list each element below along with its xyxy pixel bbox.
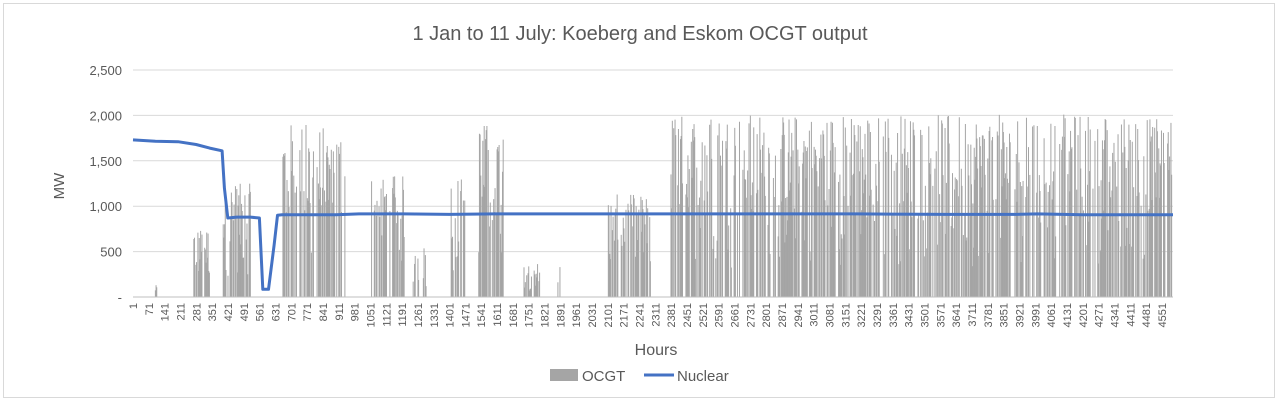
x-tick-label: 3291: [872, 303, 884, 327]
x-tick-label: 4201: [1078, 303, 1090, 327]
x-tick-label: 3641: [951, 303, 963, 327]
y-tick-label: -: [118, 290, 122, 305]
chart-title: 1 Jan to 11 July: Koeberg and Eskom OCGT…: [412, 23, 868, 45]
x-tick-label: 2801: [761, 303, 773, 327]
x-tick-label: 3011: [809, 303, 821, 327]
x-tick-label: 2101: [603, 303, 615, 327]
x-tick-label: 1681: [508, 303, 520, 327]
legend: OCGT Nuclear: [550, 368, 729, 385]
x-tick-label: 1891: [555, 303, 567, 327]
x-tick-label: 4411: [1125, 303, 1137, 327]
x-tick-label: 3431: [904, 303, 916, 327]
x-tick-label: 4061: [1046, 303, 1058, 327]
x-tick-label: 2941: [793, 303, 805, 327]
chart-frame: 1 Jan to 11 July: Koeberg and Eskom OCGT…: [3, 3, 1275, 398]
x-tick-label: 1541: [476, 303, 488, 327]
x-tick-label: 3081: [824, 303, 836, 327]
x-tick-label: 1471: [460, 303, 472, 327]
nuclear-line-group: [132, 138, 1173, 291]
y-tick-label: 2,500: [89, 63, 122, 78]
x-tick-label: 2381: [666, 303, 678, 327]
y-tick-label: 500: [100, 245, 122, 260]
x-tick-label: 1611: [492, 303, 504, 327]
x-tick-label: 1051: [365, 303, 377, 327]
x-tick-label: 2171: [619, 303, 631, 327]
x-tick-label: 3501: [919, 303, 931, 327]
x-tick-label: 1: [128, 303, 140, 309]
x-tick-label: 2241: [635, 303, 647, 327]
x-tick-label: 561: [255, 303, 267, 321]
legend-label-ocgt: OCGT: [582, 368, 625, 385]
legend-swatch-ocgt: [550, 369, 578, 381]
axes: - 500 1,000 1,500 2,000 2,500 1 71 141 211 281 351 4…: [89, 63, 1173, 327]
x-tick-label: 4341: [1109, 303, 1121, 327]
x-tick-label: 3361: [888, 303, 900, 327]
ocgt-bars: [154, 114, 1173, 297]
x-tick-label: 211: [175, 303, 187, 321]
x-tick-label: 701: [286, 303, 298, 321]
x-tick-label: 1961: [571, 303, 583, 327]
y-tick-label: 1,000: [89, 199, 122, 214]
x-tick-label: 4131: [1062, 303, 1074, 327]
x-tick-label: 911: [334, 303, 346, 321]
x-tick-label: 1121: [381, 303, 393, 327]
x-tick-label: 281: [191, 303, 203, 321]
x-tick-label: 3781: [983, 303, 995, 327]
x-tick-label: 2591: [714, 303, 726, 327]
x-tick-label: 841: [318, 303, 330, 321]
x-tick-label: 3151: [840, 303, 852, 327]
x-tick-label: 71: [144, 303, 156, 315]
x-tick-label: 1401: [445, 303, 457, 327]
x-tick-label: 2451: [682, 303, 694, 327]
x-axis-label: Hours: [635, 342, 678, 359]
x-tick-label: 421: [223, 303, 235, 321]
x-tick-label: 1191: [397, 303, 409, 327]
chart-svg: 1 Jan to 11 July: Koeberg and Eskom OCGT…: [51, 23, 1173, 385]
x-tick-label: 1261: [413, 303, 425, 327]
x-tick-label: 631: [270, 303, 282, 321]
x-tick-label: 2311: [650, 303, 662, 327]
x-tick-label: 491: [239, 303, 251, 321]
legend-label-nuclear: Nuclear: [677, 368, 729, 385]
x-tick-label: 3991: [1030, 303, 1042, 327]
x-tick-label: 2731: [745, 303, 757, 327]
x-tick-label: 4481: [1141, 303, 1153, 327]
x-tick-label: 141: [160, 303, 172, 321]
x-tick-label: 3711: [967, 303, 979, 327]
x-tick-label: 2661: [730, 303, 742, 327]
x-tick-label: 771: [302, 303, 314, 321]
x-tick-label: 4271: [1094, 303, 1106, 327]
x-tick-label: 3571: [935, 303, 947, 327]
x-tick-label: 981: [350, 303, 362, 321]
x-tick-label: 2521: [698, 303, 710, 327]
y-axis-label: MW: [51, 172, 68, 199]
x-tick-label: 2031: [587, 303, 599, 327]
x-tick-label: 4551: [1157, 303, 1169, 327]
x-tick-label: 2871: [777, 303, 789, 327]
y-tick-label: 1,500: [89, 154, 122, 169]
x-tick-label: 3221: [856, 303, 868, 327]
x-tick-label: 1331: [429, 303, 441, 327]
x-tick-label: 3921: [1014, 303, 1026, 327]
y-tick-label: 2,000: [89, 108, 122, 123]
x-tick-label: 3851: [999, 303, 1011, 327]
x-tick-label: 1821: [540, 303, 552, 327]
x-tick-label: 1751: [524, 303, 536, 327]
x-tick-label: 351: [207, 303, 219, 321]
nuclear-line: [132, 138, 1173, 291]
